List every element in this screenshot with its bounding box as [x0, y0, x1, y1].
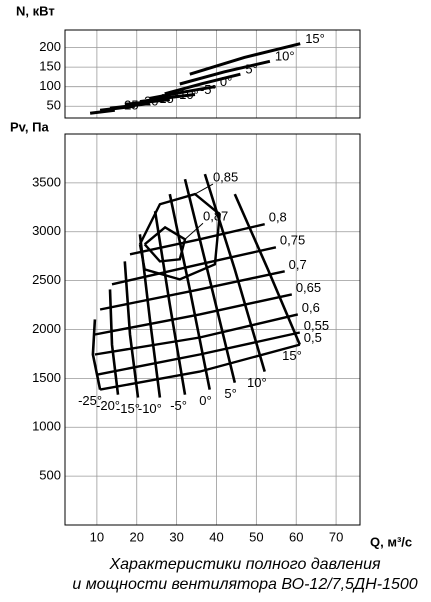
curve-label: 0° [220, 74, 232, 89]
curve [89, 108, 115, 115]
curve [168, 193, 211, 390]
curve [164, 72, 241, 96]
efficiency-label: 0,8 [269, 210, 287, 225]
curve-label: 10° [275, 49, 295, 64]
plot-frame [64, 133, 361, 526]
curve [153, 210, 187, 395]
curve-label: 10° [247, 375, 267, 390]
efficiency-label: 0,7 [289, 257, 307, 272]
curve [139, 93, 196, 104]
efficiency-curve [138, 192, 221, 281]
y-axis-label: Pv, Па [10, 119, 50, 134]
curve [203, 173, 266, 372]
efficiency-label: 0,85 [213, 170, 238, 185]
x-tick-label: 10 [90, 529, 104, 544]
x-tick-label: 60 [289, 529, 303, 544]
curve-label: -20° [96, 398, 120, 413]
y-tick-label: 1500 [32, 370, 61, 385]
curve-label: -20° [140, 94, 164, 109]
leader-line [184, 222, 204, 240]
plot-frame [64, 29, 361, 119]
efficiency-curve [99, 343, 301, 391]
curve-label: -15° [155, 91, 179, 106]
caption: и мощности вентилятора ВО-12/7,5ДН-1500 [72, 576, 417, 593]
leader-line [194, 183, 214, 195]
y-tick-label: 2000 [32, 321, 61, 336]
curve-label: -5° [200, 82, 217, 97]
efficiency-label: 0,87 [203, 209, 228, 224]
efficiency-label: 0,5 [304, 330, 322, 345]
curve [233, 193, 301, 346]
y-tick-label: 2500 [32, 272, 61, 287]
curve [124, 98, 170, 106]
y-tick-label: 3000 [32, 223, 61, 238]
efficiency-curve [143, 225, 187, 263]
curve-label: -15° [116, 401, 140, 416]
curve-label: -25° [120, 98, 144, 113]
efficiency-curve [111, 246, 277, 286]
curve-label: 15° [305, 31, 325, 46]
curve-label: 15° [282, 348, 302, 363]
y-tick-label: 100 [39, 78, 61, 93]
curve-label: -25° [78, 393, 102, 408]
caption: Характеристики полного давления [108, 556, 381, 573]
efficiency-label: 0,6 [302, 300, 320, 315]
y-tick-label: 150 [39, 59, 61, 74]
x-axis-label: Q, м³/с [370, 534, 412, 549]
curve [123, 261, 140, 398]
y-tick-label: 3500 [32, 174, 61, 189]
efficiency-curve [129, 223, 265, 256]
efficiency-curve [94, 293, 293, 336]
efficiency-label: 0,75 [280, 233, 305, 248]
curve-label: -5° [170, 398, 187, 413]
curve-label: 0° [199, 393, 211, 408]
x-tick-label: 30 [169, 529, 183, 544]
curve [189, 42, 301, 76]
x-tick-label: 40 [209, 529, 223, 544]
y-axis-label: N, кВт [16, 3, 55, 18]
efficiency-label: 0,55 [304, 318, 329, 333]
curve-label: 5° [224, 386, 236, 401]
y-tick-label: 200 [39, 39, 61, 54]
curve-label: -10° [175, 87, 199, 102]
y-tick-label: 50 [47, 98, 61, 113]
efficiency-curve [96, 331, 301, 376]
x-tick-label: 20 [130, 529, 144, 544]
efficiency-curve [99, 270, 285, 311]
x-tick-label: 50 [249, 529, 263, 544]
curve [149, 85, 216, 100]
curve-label: -10° [138, 401, 162, 416]
curve [179, 59, 271, 86]
curve-label: 5° [245, 62, 257, 77]
efficiency-label: 0,65 [296, 280, 321, 295]
curve [99, 104, 135, 112]
curve [91, 319, 102, 390]
y-tick-label: 500 [39, 468, 61, 483]
efficiency-curve [94, 313, 299, 356]
y-tick-label: 1000 [32, 419, 61, 434]
x-tick-label: 70 [329, 529, 343, 544]
